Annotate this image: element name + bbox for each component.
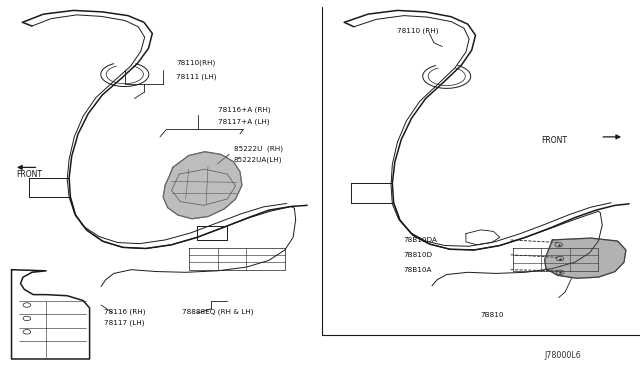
Polygon shape — [163, 152, 242, 219]
Text: 78B10DA: 78B10DA — [403, 237, 437, 243]
Text: 78116 (RH): 78116 (RH) — [104, 308, 145, 315]
Text: 7B810D: 7B810D — [403, 252, 433, 258]
Text: 78888EQ (RH & LH): 78888EQ (RH & LH) — [182, 308, 254, 315]
Text: 85222UA(LH): 85222UA(LH) — [234, 157, 282, 163]
Polygon shape — [545, 238, 626, 278]
Text: 78116+A (RH): 78116+A (RH) — [218, 106, 270, 113]
Text: 78111 (LH): 78111 (LH) — [176, 73, 216, 80]
Text: 78110 (RH): 78110 (RH) — [397, 27, 438, 34]
Text: 85222U  (RH): 85222U (RH) — [234, 145, 283, 152]
Text: 78117 (LH): 78117 (LH) — [104, 320, 144, 326]
Text: J78000L6: J78000L6 — [545, 351, 582, 360]
Text: 7B810: 7B810 — [480, 312, 504, 318]
Text: 78B10A: 78B10A — [403, 267, 432, 273]
Text: FRONT: FRONT — [541, 136, 567, 145]
Text: 78110(RH): 78110(RH) — [176, 60, 215, 67]
Text: FRONT: FRONT — [16, 170, 42, 179]
Text: 78117+A (LH): 78117+A (LH) — [218, 119, 269, 125]
